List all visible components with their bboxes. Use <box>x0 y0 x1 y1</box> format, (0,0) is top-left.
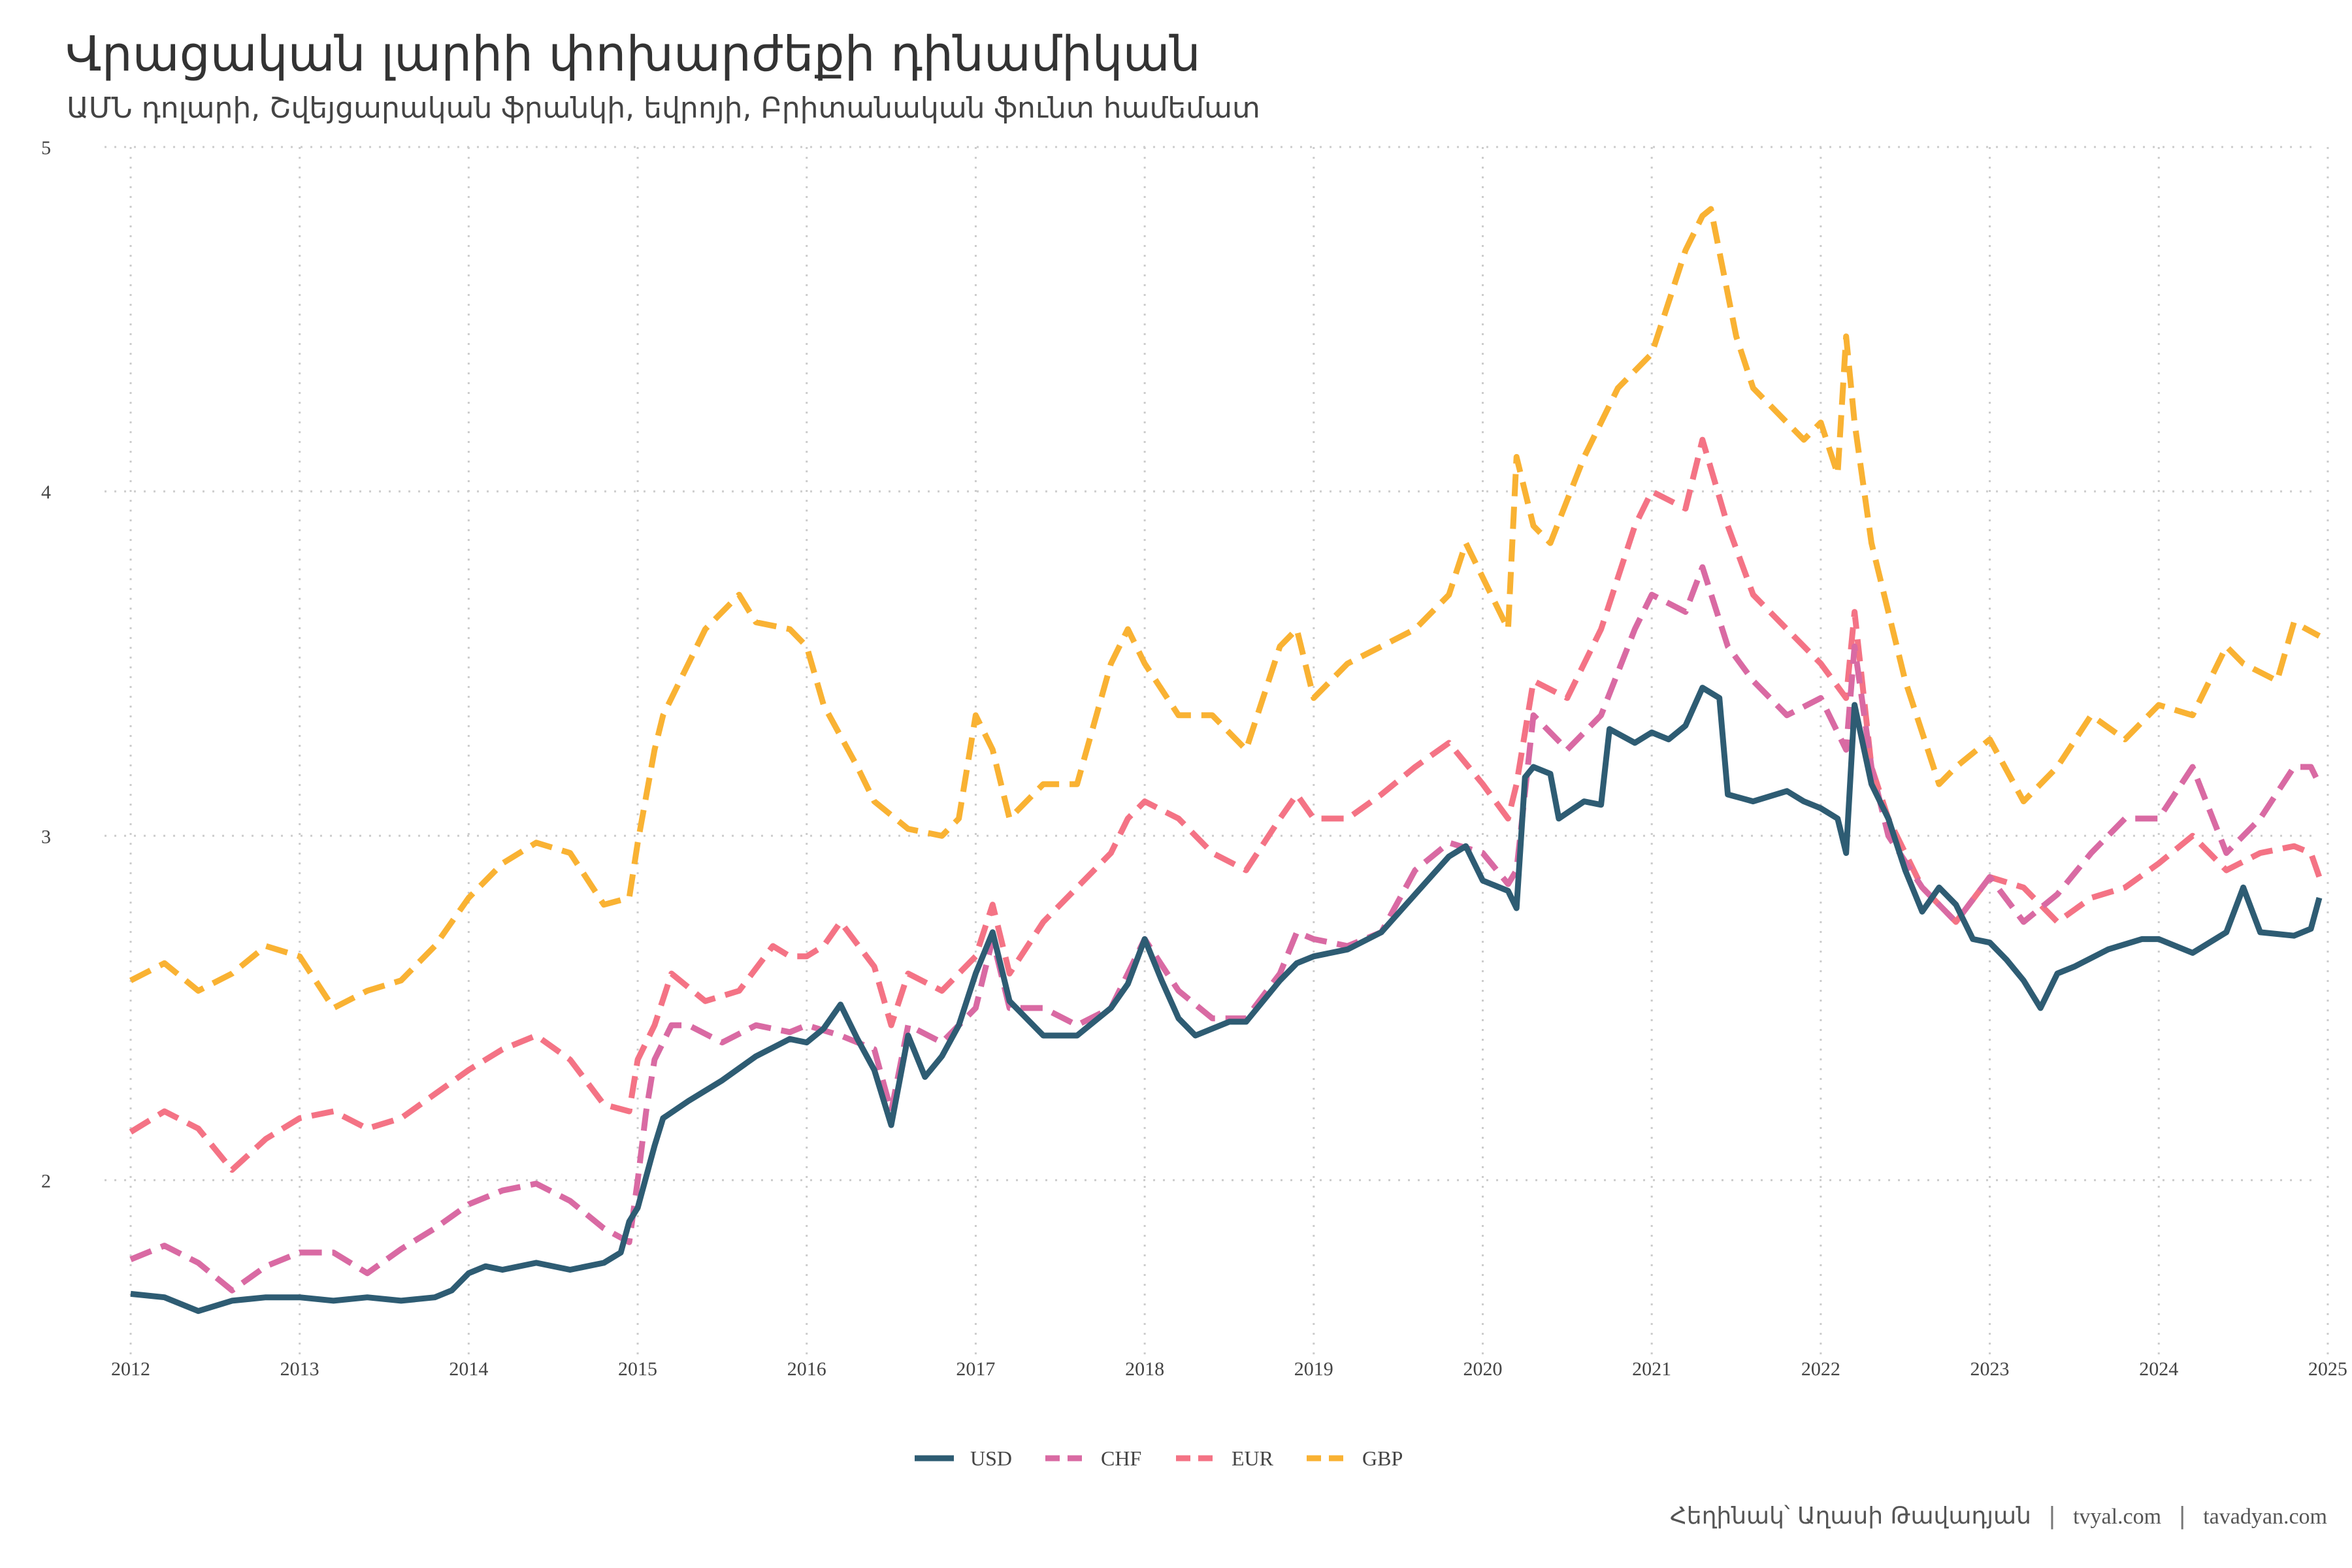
series-line-eur <box>129 436 2323 1173</box>
x-tick-label: 2022 <box>1801 1358 1840 1380</box>
x-tick-label: 2020 <box>1463 1358 1502 1380</box>
series-line-gbp <box>129 206 2321 1011</box>
caption-author: Հեղինակ՝ Աղասի Թավադյան <box>1670 1503 2031 1529</box>
caption-site-tvyal: tvyal.com <box>2073 1505 2162 1529</box>
axis-labels: 2 3 4 5 2012 2013 2014 2015 2016 2017 2018 2019 2020… <box>41 137 2347 1380</box>
legend-label-gbp: GBP <box>1362 1446 1403 1470</box>
caption: Հեղինակ՝ Աղասի Թավադյան | tvyal.com | tavady… <box>1670 1503 2327 1529</box>
legend-label-usd: USD <box>970 1446 1012 1470</box>
x-tick-label: 2017 <box>956 1358 995 1380</box>
x-tick-label: 2014 <box>449 1358 488 1380</box>
y-tick-label: 5 <box>41 137 51 159</box>
x-tick-label: 2016 <box>787 1358 826 1380</box>
series-line-usd <box>130 685 2323 1315</box>
series-line-chf <box>129 564 2323 1294</box>
chart-subtitle: ԱՄՆ դոլարի, Շվեյցարական ֆրանկի, եվրոյի, … <box>67 91 1260 125</box>
series-lines <box>129 206 2323 1315</box>
x-tick-label: 2018 <box>1125 1358 1164 1380</box>
x-tick-label: 2012 <box>111 1358 150 1380</box>
x-tick-label: 2025 <box>2308 1358 2347 1380</box>
x-tick-label: 2013 <box>280 1358 319 1380</box>
legend-label-chf: CHF <box>1101 1446 1141 1470</box>
caption-site-tavadyan: tavadyan.com <box>2203 1505 2327 1529</box>
x-tick-label: 2015 <box>618 1358 657 1380</box>
caption-separator: | <box>2178 1503 2187 1529</box>
y-tick-label: 3 <box>41 826 51 847</box>
legend: USD CHF EUR GBP <box>915 1446 1403 1470</box>
chart-title: Վրացական լարիի փոխարժեքի դինամիկան <box>65 26 1201 82</box>
x-tick-label: 2024 <box>2139 1358 2178 1380</box>
x-tick-label: 2019 <box>1294 1358 1333 1380</box>
y-tick-label: 4 <box>41 482 51 503</box>
x-tick-label: 2021 <box>1632 1358 1671 1380</box>
y-tick-label: 2 <box>41 1170 51 1192</box>
caption-separator: | <box>2048 1503 2057 1529</box>
legend-label-eur: EUR <box>1232 1446 1274 1470</box>
x-tick-label: 2023 <box>1970 1358 2010 1380</box>
